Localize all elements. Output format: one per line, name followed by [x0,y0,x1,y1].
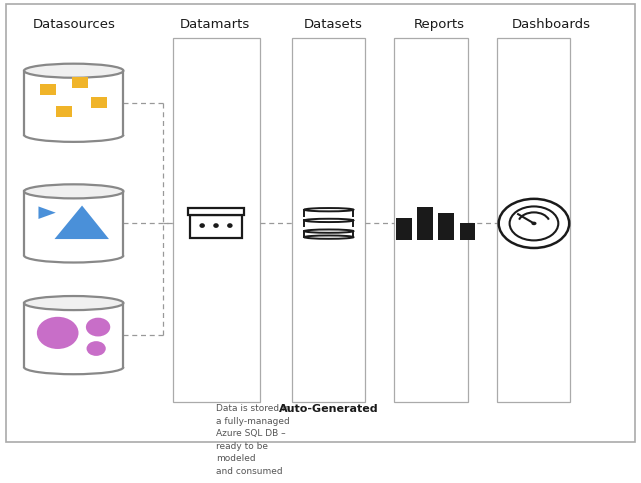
Ellipse shape [499,199,569,248]
FancyBboxPatch shape [72,77,88,88]
FancyBboxPatch shape [24,71,123,135]
FancyBboxPatch shape [91,97,107,108]
FancyBboxPatch shape [304,231,353,237]
Ellipse shape [304,229,353,233]
FancyBboxPatch shape [173,38,260,402]
Ellipse shape [304,219,353,222]
FancyBboxPatch shape [460,224,475,240]
FancyBboxPatch shape [24,191,123,256]
FancyBboxPatch shape [417,207,433,240]
Ellipse shape [86,318,110,337]
Ellipse shape [199,223,205,228]
FancyBboxPatch shape [396,218,412,240]
FancyBboxPatch shape [304,210,353,216]
FancyBboxPatch shape [24,303,123,367]
Polygon shape [54,206,109,239]
FancyBboxPatch shape [304,220,353,227]
Text: Datasources: Datasources [32,18,115,31]
Ellipse shape [24,185,124,199]
FancyBboxPatch shape [56,106,72,117]
Text: Reports: Reports [413,18,465,31]
Ellipse shape [510,206,558,241]
FancyBboxPatch shape [438,213,454,240]
FancyBboxPatch shape [190,215,242,239]
Ellipse shape [304,236,353,239]
Ellipse shape [37,317,78,349]
Ellipse shape [213,223,219,228]
FancyBboxPatch shape [40,84,56,95]
Text: Data is stored in
a fully-managed
Azure SQL DB –
ready to be
modeled
and consume: Data is stored in a fully-managed Azure … [216,404,290,476]
FancyBboxPatch shape [497,38,570,402]
Ellipse shape [531,222,537,225]
Ellipse shape [304,208,353,212]
FancyBboxPatch shape [6,4,635,442]
Polygon shape [38,206,56,219]
Ellipse shape [227,223,233,228]
Text: Auto-Generated: Auto-Generated [279,404,379,414]
Ellipse shape [24,296,124,310]
FancyBboxPatch shape [292,38,365,402]
Text: Datasets: Datasets [304,18,363,31]
Text: Dashboards: Dashboards [512,18,591,31]
Text: Datamarts: Datamarts [179,18,250,31]
FancyBboxPatch shape [188,208,244,215]
Ellipse shape [24,64,124,78]
FancyBboxPatch shape [394,38,468,402]
Ellipse shape [87,341,106,356]
